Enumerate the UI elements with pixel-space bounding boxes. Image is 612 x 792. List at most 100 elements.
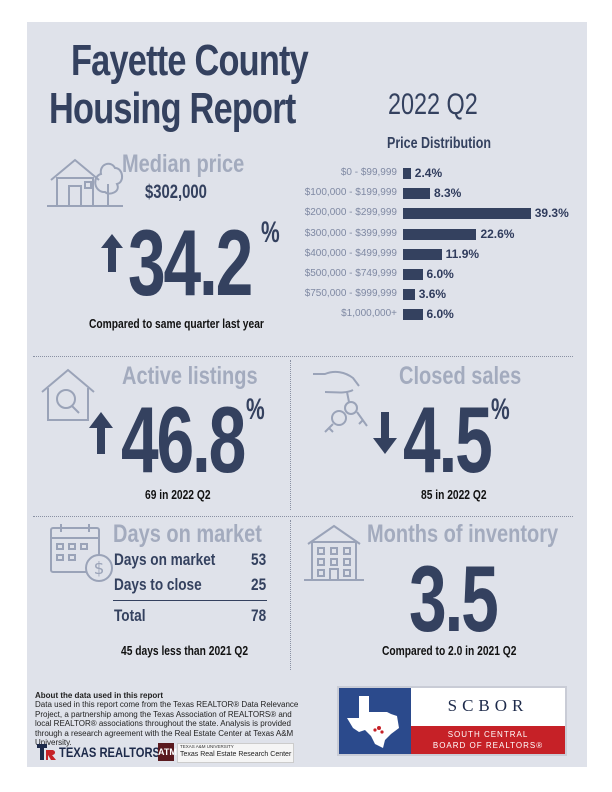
up-arrow-icon — [89, 412, 113, 459]
active-percent-sign: % — [246, 393, 265, 426]
price-range-label: $750,000 - $999,999 — [304, 288, 397, 300]
house-search-icon — [39, 366, 97, 429]
tr-mark-icon — [37, 744, 56, 760]
active-listings-change: 46.8 — [121, 387, 246, 492]
price-bar — [403, 168, 411, 179]
price-bar — [403, 269, 423, 280]
price-range-label: $0 - $99,999 — [340, 167, 397, 178]
dom-total-value-wrap: 78 — [251, 606, 270, 626]
price-distribution-title: Price Distribution — [387, 135, 492, 152]
closed-sales-change: 4.5 — [403, 387, 493, 492]
price-bar-value: 6.0% — [426, 267, 454, 281]
median-change-wrap: 34.2 — [128, 216, 299, 310]
tamu-small: TEXAS A&M UNIVERSITY — [180, 744, 234, 749]
closed-percent-sign: % — [491, 393, 510, 426]
median-caption-wrap: Compared to same quarter last year — [89, 315, 302, 333]
median-value-wrap: $302,000 — [145, 182, 224, 204]
days-on-market-caption: 45 days less than 2021 Q2 — [121, 644, 249, 658]
about-text: Data used in this report come from the T… — [35, 700, 299, 747]
closed-heading-wrap: Closed sales — [399, 362, 552, 391]
scbor-acronym: SCBOR — [447, 696, 529, 715]
up-arrow-icon — [101, 234, 123, 277]
closed-pct-wrap: % — [491, 393, 518, 427]
price-bar-value: 8.3% — [433, 186, 462, 201]
moi-caption-wrap: Compared to 2.0 in 2021 Q2 — [382, 642, 546, 660]
dom-caption-wrap: 45 days less than 2021 Q2 — [121, 642, 276, 660]
price-bar — [403, 309, 423, 321]
closed-caption-wrap: 85 in 2022 Q2 — [421, 486, 501, 504]
scbor-line1: SOUTH CENTRAL — [447, 730, 529, 739]
hand-key-icon — [311, 366, 375, 441]
months-inventory-value: 3.5 — [409, 546, 499, 651]
dom-total-label: Total — [114, 606, 146, 625]
price-bar — [403, 248, 442, 260]
period-wrap: 2022 Q2 — [388, 88, 503, 122]
about-title: About the data used in this report — [35, 691, 164, 700]
divider — [33, 356, 573, 357]
report-title: Fayette County — [71, 36, 375, 86]
total-rule — [113, 600, 267, 601]
active-listings-caption: 69 in 2022 Q2 — [145, 488, 211, 502]
scbor-subtitle-box: SOUTH CENTRAL BOARD OF REALTORS® — [411, 726, 565, 754]
dom-heading-wrap: Days on market — [113, 520, 299, 549]
texas-realtors-wrap: TEXAS REALTORS — [59, 744, 185, 762]
active-change-wrap: 46.8 — [121, 393, 292, 487]
down-arrow-icon — [373, 412, 397, 459]
dom-row-value-wrap: 53 — [251, 550, 270, 570]
median-price-value: $302,000 — [145, 182, 207, 203]
price-distribution-title-wrap: Price Distribution — [387, 135, 520, 153]
title-line-1: Fayette County — [71, 36, 309, 85]
house-tree-icon — [45, 152, 125, 217]
price-bar-value: 22.6% — [480, 226, 515, 241]
dom-row-value: 53 — [251, 550, 267, 569]
price-range-label: $300,000 - $399,999 — [304, 227, 397, 239]
median-heading-wrap: Median price — [122, 150, 275, 179]
divider — [290, 360, 291, 510]
dom-row: Days on market — [114, 550, 241, 570]
months-inventory-caption: Compared to 2.0 in 2021 Q2 — [382, 644, 517, 658]
scbor-logo: SCBOR SOUTH CENTRAL BOARD OF REALTORS® — [337, 686, 567, 756]
median-pct-wrap: % — [261, 216, 288, 250]
tamu-center: Texas Real Estate Research Center — [180, 751, 292, 758]
active-pct-wrap: % — [246, 393, 273, 427]
closed-sales-heading: Closed sales — [399, 362, 522, 390]
title-line-2-wrap: Housing Report — [49, 84, 365, 134]
active-heading-wrap: Active listings — [122, 362, 292, 391]
texas-realtors-text: TEXAS REALTORS — [59, 744, 161, 760]
active-caption-wrap: 69 in 2022 Q2 — [145, 486, 225, 504]
moi-value-wrap: 3.5 — [409, 552, 531, 646]
price-range-label: $200,000 - $299,999 — [304, 207, 397, 219]
price-bar-value: 11.9% — [445, 246, 480, 261]
median-price-heading: Median price — [122, 150, 245, 178]
apartment-building-icon — [302, 522, 366, 589]
closed-change-wrap: 4.5 — [403, 393, 525, 487]
price-bar-value: 39.3% — [534, 206, 569, 221]
price-bar — [403, 188, 430, 200]
dom-row: Days to close — [114, 575, 224, 595]
price-bar — [403, 289, 415, 301]
report-sheet: Fayette County Housing Report 2022 Q2 Pr… — [27, 22, 587, 767]
price-range-label: $1,000,000+ — [341, 308, 397, 320]
moi-heading-wrap: Months of inventory — [367, 520, 606, 549]
dom-row-value: 25 — [251, 575, 267, 594]
tamu-badge: TEXAS A&M UNIVERSITY Texas Real Estate R… — [177, 743, 294, 763]
price-bar-value: 6.0% — [426, 307, 454, 322]
median-price-change: 34.2 — [128, 210, 253, 315]
tamu-logo-icon: ATM — [158, 743, 177, 761]
price-bar — [403, 208, 531, 220]
calendar-dollar-icon: $ — [49, 522, 115, 589]
price-distribution-chart: $0 - $99,999 2.4% $100,000 - $199,999 8.3% $… — [27, 22, 587, 342]
dom-row-value-wrap: 25 — [251, 575, 270, 595]
closed-sales-caption: 85 in 2022 Q2 — [421, 488, 487, 502]
price-range-label: $100,000 - $199,999 — [304, 187, 397, 199]
price-range-label: $500,000 - $749,999 — [304, 268, 397, 279]
price-bar — [403, 228, 477, 240]
active-listings-heading: Active listings — [122, 362, 258, 390]
dom-row-label: Days to close — [114, 575, 202, 594]
scbor-line2: BOARD OF REALTORS® — [432, 741, 544, 750]
texas-realtors-logo — [37, 744, 57, 765]
months-inventory-heading: Months of inventory — [367, 520, 559, 548]
divider — [290, 520, 291, 670]
divider — [33, 516, 573, 517]
svg-text:$: $ — [94, 559, 105, 579]
